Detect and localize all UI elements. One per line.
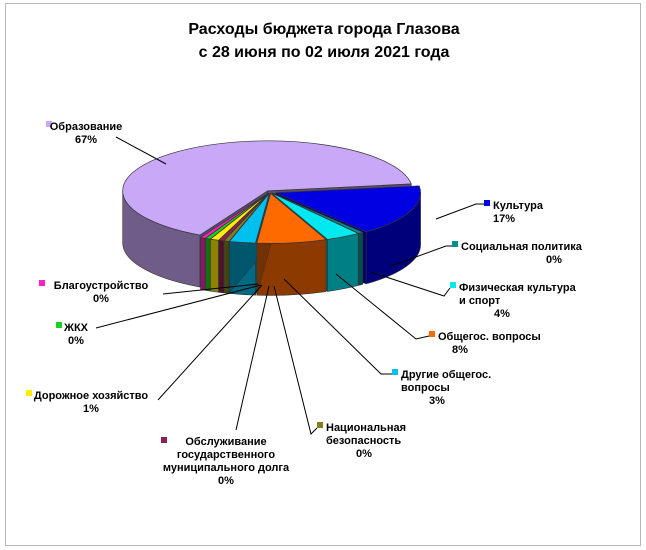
slice-9-leader [162,283,259,295]
slice-4-label: Другие общегос. вопросы [401,369,491,394]
slice-9-side [200,237,206,291]
chart-frame: Расходы бюджета города Глазова с 28 июня… [5,3,641,546]
slice-2-side [327,233,359,292]
slice-8-leader [95,284,262,329]
slice-7-value: 1% [83,403,99,415]
slice-6-leader [235,285,270,431]
slice-10-value: 67% [75,134,97,146]
slice-6-swatch [161,437,167,443]
slice-0-label: Культура [493,200,544,212]
slice-10-swatch [46,121,52,127]
slice-9 [199,192,269,239]
slice-1-swatch [452,241,458,247]
slice-2-leader [370,271,451,297]
slice-5-leader [273,285,318,435]
slice-0-leader [435,203,484,220]
slice-7-leader [157,284,263,401]
chart-title: Расходы бюджета города Глазова [188,21,459,38]
slice-5-label: Национальная безопасность [326,422,406,447]
slice-0-swatch [484,200,490,206]
slice-6-label: Обслуживание государственного муниципально… [163,436,290,474]
slice-6-side [218,239,225,294]
slice-4 [228,193,270,244]
slice-5-side [223,240,230,294]
slice-1-value: 0% [546,254,562,266]
slice-3-label: Общегос. вопросы [438,331,541,343]
slice-0-value: 17% [493,213,515,225]
slice-9-value: 0% [93,293,109,305]
slice-3 [256,192,327,244]
slice-8-label: ЖКХ [63,322,89,334]
slice-4-swatch [392,369,398,375]
slice-7-side [210,238,219,293]
slice-2-label: Физическая культура и спорт [459,282,577,307]
slice-3-swatch [429,331,435,337]
slice-1-leader [390,245,452,267]
slice-1-label: Социальная политика [461,241,583,253]
slice-8-value: 0% [68,335,84,347]
slice-2 [271,192,360,240]
slice-6-value: 0% [218,475,234,487]
slice-7-swatch [26,390,32,396]
pie-chart: Расходы бюджета города Глазова с 28 июня… [26,21,583,487]
slice-10-leader [115,136,167,165]
slice-4-value: 3% [429,395,445,407]
slice-4-leader [283,278,392,375]
slice-3-value: 8% [452,344,468,356]
slice-9-label: Благоустройство [54,280,149,292]
slice-2-swatch [450,282,456,288]
slice-5-swatch [317,422,323,428]
slice-10 [122,140,412,236]
slice-7-label: Дорожное хозяйство [34,390,149,402]
slice-3-leader [335,273,430,340]
slice-8-swatch [56,322,62,328]
slice-8-side [205,237,211,292]
slice-10-label: Образование [50,121,123,133]
slice-5-value: 0% [356,448,372,460]
slice-2-value: 4% [494,308,510,320]
chart-subtitle: с 28 июня по 02 июля 2021 года [199,44,450,61]
slice-1-side [358,231,364,286]
slice-9-swatch [39,280,45,286]
slice-0 [275,185,421,233]
